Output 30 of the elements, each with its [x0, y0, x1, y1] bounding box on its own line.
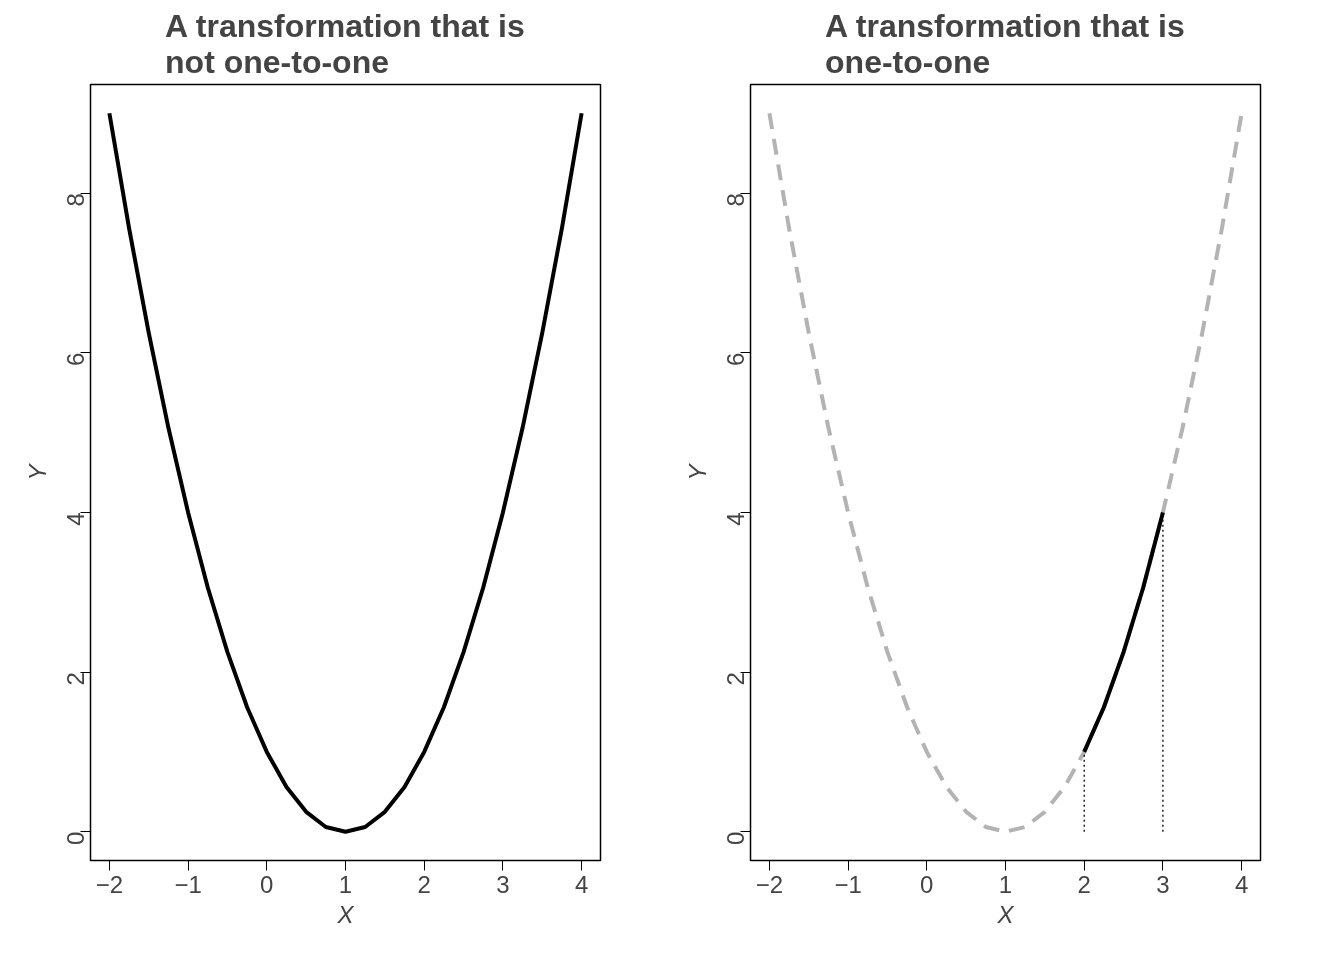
y-tick-label: 0 — [722, 831, 749, 846]
x-tick-label: 2 — [417, 870, 431, 898]
y-axis-title: Y — [683, 462, 711, 481]
y-tick-label: 0 — [62, 831, 89, 846]
y-tick-label: 6 — [62, 352, 89, 367]
x-axis-title: X — [336, 900, 355, 928]
y-tick-label: 2 — [722, 672, 749, 686]
x-axis-title: X — [996, 900, 1015, 928]
chart-title: A transformation that is one-to-one — [825, 7, 1185, 80]
y-tick-label: 4 — [722, 512, 749, 526]
x-tick-label: 3 — [496, 870, 510, 898]
y-tick-label: 4 — [62, 512, 89, 526]
x-tick-label: 3 — [1156, 870, 1170, 898]
x-tick-label: 1 — [998, 870, 1013, 898]
x-tick-label: −2 — [755, 870, 784, 898]
x-tick-label: 0 — [260, 870, 274, 898]
y-tick-label: 2 — [62, 672, 89, 686]
x-tick-label: 2 — [1077, 870, 1091, 898]
x-tick-label: −2 — [95, 870, 124, 898]
y-tick-label: 6 — [722, 352, 749, 367]
x-tick-label: −1 — [834, 870, 862, 898]
x-tick-label: 4 — [1234, 870, 1249, 898]
x-tick-label: −1 — [174, 870, 202, 898]
y-tick-label: 8 — [62, 193, 89, 207]
x-tick-label: 4 — [574, 870, 589, 898]
x-tick-label: 1 — [338, 870, 353, 898]
y-axis-title: Y — [23, 462, 51, 481]
x-tick-label: 0 — [920, 870, 934, 898]
chart-title: A transformation that is not one-to-one — [165, 7, 525, 80]
y-tick-label: 8 — [722, 193, 749, 207]
